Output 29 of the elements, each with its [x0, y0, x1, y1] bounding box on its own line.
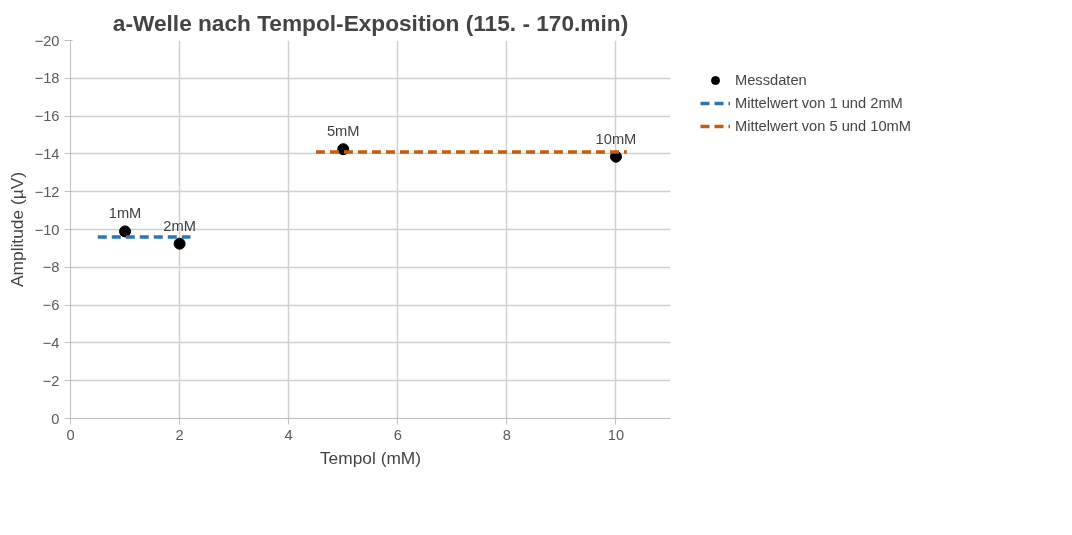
y-tick-label: −6	[42, 297, 60, 314]
y-tick-label: −14	[34, 145, 60, 162]
annotation: 5mM	[326, 123, 360, 140]
x-tick-label: 0	[66, 426, 75, 443]
annotation: 1mM	[108, 205, 142, 222]
y-tick-label: 0	[51, 410, 60, 427]
annotation: 2mM	[163, 217, 196, 234]
annotation: 10mM	[595, 130, 637, 147]
y-tick-label: −10	[34, 221, 60, 238]
legend-label: Mittelwert von 1 und 2mM	[735, 95, 903, 111]
x-tick-label: 2	[175, 426, 184, 443]
y-tick-label: −16	[34, 108, 60, 125]
x-tick-label: 6	[393, 426, 402, 443]
x-tick-label: 10	[607, 426, 625, 443]
x-axis-title: Tempol (mM)	[319, 447, 422, 468]
y-tick-label: −8	[42, 259, 60, 276]
x-tick-label: 8	[502, 426, 511, 443]
y-tick-label: −12	[34, 183, 60, 200]
point	[173, 237, 186, 250]
point	[119, 225, 132, 238]
legend-label: Mittelwert von 5 und 10mM	[735, 118, 911, 134]
y-tick-label: −4	[42, 334, 60, 351]
legend-label: Messdaten	[735, 72, 807, 88]
y-tick-label: −2	[42, 372, 60, 389]
y-tick-label: −20	[34, 32, 60, 49]
x-tick-label: 4	[284, 426, 293, 443]
chart-title: a-Welle nach Tempol-Exposition (115. - 170.min)	[112, 9, 629, 36]
y-axis-title: Amplitude (µV)	[6, 172, 27, 287]
y-tick-label: −18	[34, 70, 60, 87]
